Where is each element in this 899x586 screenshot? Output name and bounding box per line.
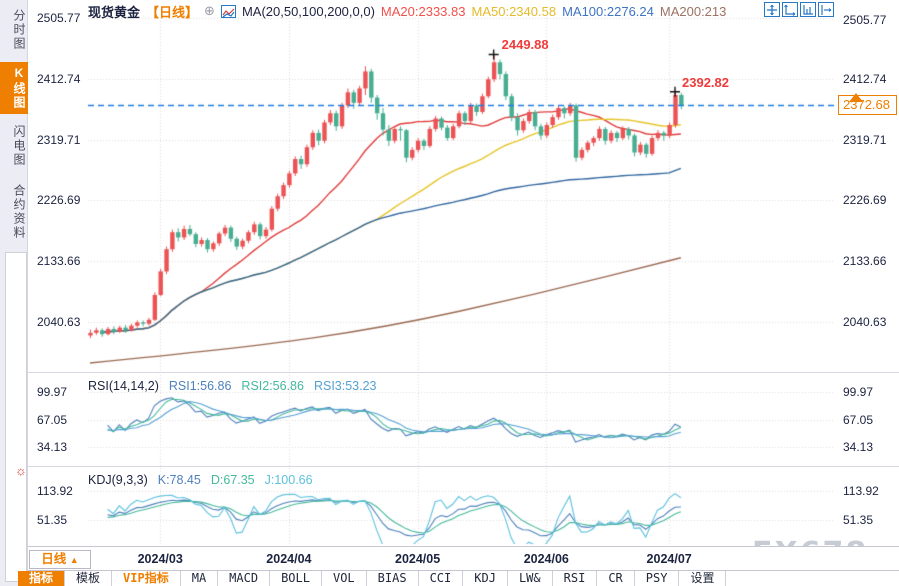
toolbar-item-ma[interactable]: MA bbox=[180, 571, 219, 586]
chart-canvas[interactable] bbox=[0, 0, 899, 546]
price-axis-label: 2226.69 bbox=[843, 193, 887, 207]
shift-right-icon[interactable] bbox=[818, 2, 834, 17]
price-axis-label: 2133.66 bbox=[843, 254, 887, 268]
kdj-axis-label: 113.92 bbox=[37, 484, 73, 498]
date-tick: 2024/03 bbox=[137, 552, 183, 566]
price-axis-label: 2319.71 bbox=[843, 133, 887, 147]
ma100-value: MA100:2276.24 bbox=[562, 3, 654, 19]
kdj-j-value: J:100.66 bbox=[264, 473, 313, 487]
left-sidebar: 分时图 K线图 闪电图 合约资料 bbox=[0, 0, 28, 586]
toolbar-item-macd[interactable]: MACD bbox=[218, 571, 271, 586]
kdj-header: KDJ(9,3,3) K:78.45 D:67.35 J:100.66 bbox=[88, 473, 313, 487]
rsi-axis-label: 99.97 bbox=[843, 385, 874, 399]
chart-tool-icons bbox=[764, 2, 834, 17]
date-tick: 2024/07 bbox=[646, 552, 692, 566]
sidebar-item-contract-info[interactable]: 合约资料 bbox=[12, 184, 26, 240]
toolbar-item-indicator[interactable]: 指标 bbox=[18, 571, 66, 586]
ma50-value: MA50:2340.58 bbox=[471, 3, 557, 19]
toolbar-item-bias[interactable]: BIAS bbox=[366, 571, 419, 586]
rsi-axis-label: 67.05 bbox=[843, 413, 874, 427]
kdj-axis-label: 51.35 bbox=[37, 513, 68, 527]
toolbar-item-vip-indicator[interactable]: VIP指标 bbox=[112, 571, 181, 586]
kdj-k-value: K:78.45 bbox=[157, 473, 201, 487]
indicator-toolbar: 指标 模板 VIP指标 MA MACD BOLL VOL BIAS CCI KD… bbox=[18, 571, 727, 586]
rsi-axis-label: 67.05 bbox=[37, 413, 68, 427]
rsi-formula-label: RSI(14,14,2) bbox=[88, 379, 159, 393]
current-price-box: 2372.68 bbox=[838, 94, 897, 115]
toolbar-item-psy[interactable]: PSY bbox=[634, 571, 680, 586]
toolbar-item-rsi[interactable]: RSI bbox=[552, 571, 598, 586]
sidebar-item-lightning[interactable]: 闪电图 bbox=[12, 125, 26, 167]
ma20-value: MA20:2333.83 bbox=[380, 3, 466, 19]
rsi3-value: RSI3:53.23 bbox=[313, 379, 377, 393]
period-selector[interactable]: 日线 ▲ bbox=[29, 550, 91, 569]
period-tag: 【日线】 bbox=[146, 4, 199, 20]
date-tick: 2024/06 bbox=[523, 552, 569, 566]
kdj-axis-label: 51.35 bbox=[843, 513, 874, 527]
panel-divider bbox=[28, 372, 899, 373]
toolbar-item-vol[interactable]: VOL bbox=[321, 571, 367, 586]
recent-high-label: 2392.82 bbox=[682, 74, 729, 90]
toolbar-item-kdj[interactable]: KDJ bbox=[463, 571, 508, 586]
price-axis-label: 2040.63 bbox=[843, 315, 887, 329]
price-axis-label: 2226.69 bbox=[37, 193, 81, 207]
sidebar-empty-panel bbox=[5, 252, 27, 582]
kdj-axis-label: 113.92 bbox=[843, 484, 879, 498]
kdj-formula-label: KDJ(9,3,3) bbox=[88, 473, 148, 487]
rsi1-value: RSI1:56.86 bbox=[168, 379, 232, 393]
toolbar-item-lwr[interactable]: LW& bbox=[507, 571, 553, 586]
panel-divider bbox=[28, 466, 899, 467]
peak-price-label: 2449.88 bbox=[501, 36, 549, 52]
toolbar-item-cr[interactable]: CR bbox=[597, 571, 635, 586]
rsi2-value: RSI2:56.86 bbox=[241, 379, 304, 393]
price-axis-label: 2505.77 bbox=[843, 13, 887, 27]
symbol-name[interactable]: 现货黄金 bbox=[88, 4, 141, 20]
time-axis-row: 日线 ▲ 2024/03 2024/04 2024/05 2024/06 202… bbox=[28, 546, 899, 571]
axis-scale-icon[interactable] bbox=[782, 2, 798, 17]
indicator-chart-icon[interactable] bbox=[220, 4, 236, 18]
ma-formula-label: MA(20,50,100,200,0,0) bbox=[241, 3, 375, 19]
date-tick: 2024/04 bbox=[266, 552, 312, 566]
toolbar-item-settings[interactable]: 设置 bbox=[679, 571, 727, 586]
price-axis-label: 2412.74 bbox=[37, 72, 81, 86]
sidebar-item-timeshare[interactable]: 分时图 bbox=[12, 9, 26, 51]
price-axis-label: 2412.74 bbox=[843, 72, 887, 86]
price-axis-label: 2040.63 bbox=[37, 315, 81, 329]
price-up-arrow-icon bbox=[849, 92, 863, 102]
rsi-header: RSI(14,14,2) RSI1:56.86 RSI2:56.86 RSI3:… bbox=[88, 379, 377, 393]
kdj-d-value: D:67.35 bbox=[210, 473, 255, 487]
chevron-up-icon: ▲ bbox=[69, 555, 79, 565]
toolbar-item-template[interactable]: 模板 bbox=[65, 571, 113, 586]
price-axis-label: 2505.77 bbox=[37, 11, 81, 25]
date-tick: 2024/05 bbox=[395, 552, 441, 566]
axis-chart-icon[interactable] bbox=[800, 2, 816, 17]
kdj-settings-icon[interactable]: ☼ bbox=[15, 463, 27, 478]
move-crosshair-icon[interactable] bbox=[764, 2, 780, 17]
rsi-axis-label: 99.97 bbox=[37, 385, 68, 399]
chart-header: 现货黄金 【日线】 ⊕ MA(20,50,100,200,0,0) MA20:2… bbox=[88, 3, 727, 20]
toolbar-item-cci[interactable]: CCI bbox=[418, 571, 464, 586]
price-axis-label: 2319.71 bbox=[37, 133, 81, 147]
toolbar-item-boll[interactable]: BOLL bbox=[270, 571, 322, 586]
period-selector-label: 日线 bbox=[41, 552, 67, 566]
rsi-axis-label: 34.13 bbox=[37, 440, 68, 454]
sidebar-item-kline[interactable]: K线图 bbox=[0, 62, 28, 114]
price-axis-label: 2133.66 bbox=[37, 254, 81, 268]
ma200-value: MA200:213 bbox=[659, 3, 727, 19]
rsi-axis-label: 34.13 bbox=[843, 440, 874, 454]
add-compare-icon[interactable]: ⊕ bbox=[204, 3, 215, 18]
